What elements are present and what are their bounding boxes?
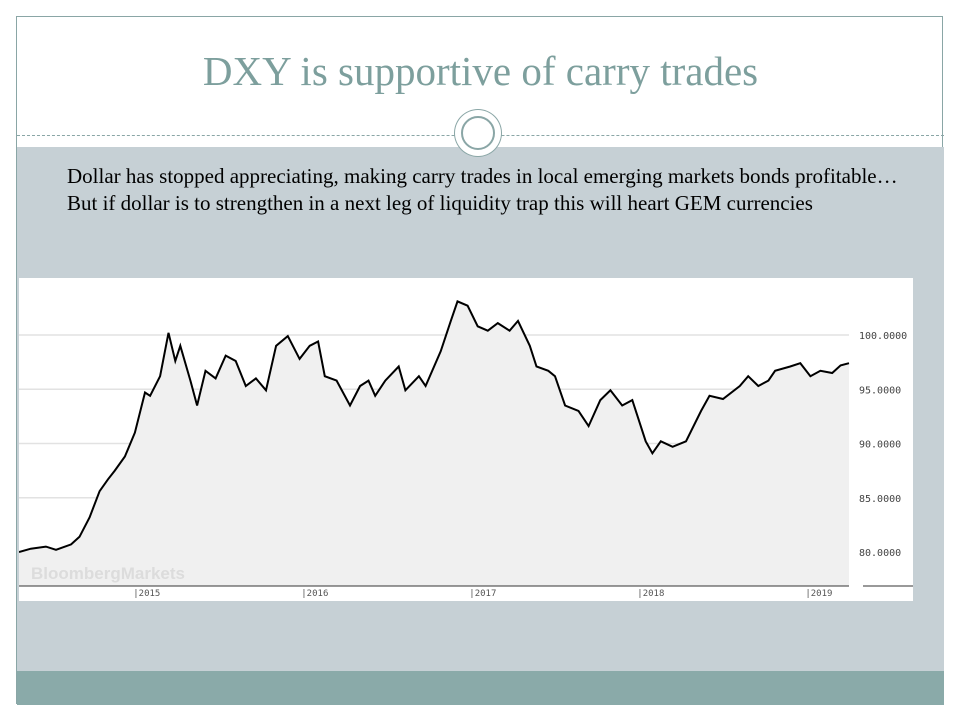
circle-ornament-inner (461, 116, 495, 150)
x-tick-label: |2018 (637, 589, 664, 599)
y-tick-label: 80.0000 (859, 548, 901, 559)
series-line-dxy (18, 300, 850, 553)
x-tick-label: |2017 (469, 589, 496, 599)
x-tick-label: |2015 (133, 589, 160, 599)
body-text: Dollar has stopped appreciating, making … (67, 164, 898, 215)
circle-ornament-icon (455, 110, 501, 156)
series-area (19, 301, 849, 586)
x-tick-label: |2016 (301, 589, 328, 599)
slide: DXY is supportive of carry trades Dollar… (16, 16, 944, 705)
watermark: BloombergMarkets (31, 564, 185, 583)
y-tick-label: 95.0000 (859, 385, 901, 396)
y-tick-label: 100.0000 (859, 331, 907, 342)
dxy-chart: BloombergMarkets 80.0000 85.0000 90.0000 95… (18, 278, 913, 601)
y-tick-label: 85.0000 (859, 494, 901, 505)
y-tick-label: 90.0000 (859, 440, 901, 451)
slide-title: DXY is supportive of carry trades (202, 48, 759, 94)
x-tick-label: |2019 (805, 589, 832, 599)
chart-svg: BloombergMarkets 80.0000 85.0000 90.0000 95… (18, 300, 913, 599)
footer-bar (17, 671, 944, 705)
